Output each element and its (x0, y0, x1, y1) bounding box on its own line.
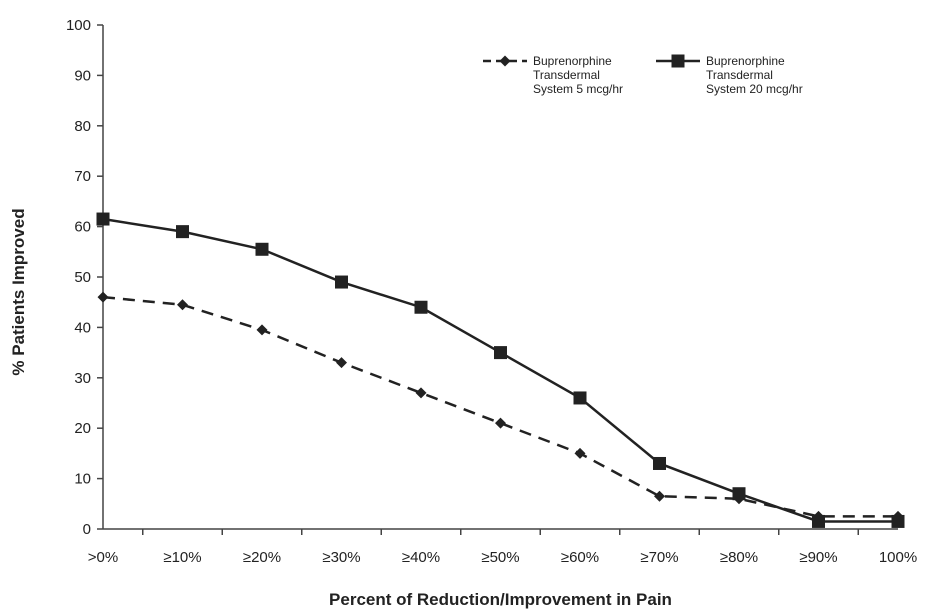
legend-label-line: System 5 mcg/hr (533, 82, 623, 96)
series-2-point (176, 225, 189, 239)
series-2-line (102, 217, 898, 523)
series-2-point (96, 212, 110, 226)
series-2-point (494, 346, 507, 360)
axes (102, 25, 898, 530)
x-axis-ticks: >0% ≥10% ≥20% ≥30% ≥40% ≥50% ≥60% ≥70% ≥80% ≥90% 1… (88, 529, 917, 566)
series-1-line (102, 295, 898, 518)
series-1-point (495, 417, 506, 429)
y-tick-label: 10 (74, 471, 91, 488)
y-axis-ticks: 0 10 20 30 40 50 60 70 80 90 100 (66, 17, 103, 538)
y-tick-label: 40 (74, 319, 91, 336)
series-2-point (255, 242, 269, 256)
series-1-point (97, 291, 109, 303)
x-axis-title: Percent of Reduction/Improvement in Pain (329, 590, 672, 609)
series-1-point (574, 447, 586, 459)
series-2-point (414, 300, 428, 314)
series-2-point (732, 487, 746, 501)
x-tick-label: >0% (88, 549, 118, 566)
series-1-point (654, 490, 665, 502)
x-tick-label: ≥40% (402, 549, 440, 566)
series-1-point (336, 357, 347, 369)
y-tick-label: 0 (83, 521, 91, 538)
series-2-point (573, 391, 587, 405)
series-1-point (177, 299, 188, 311)
series-2-point (812, 514, 825, 528)
x-tick-label: 100% (879, 549, 917, 566)
series-2-point (653, 456, 666, 470)
y-tick-label: 60 (74, 219, 91, 236)
x-tick-label: ≥60% (561, 549, 599, 566)
x-tick-label: ≥80% (720, 549, 758, 566)
legend-label-line: System 20 mcg/hr (706, 82, 803, 96)
series-2-point (335, 275, 348, 289)
y-tick-label: 90 (74, 67, 91, 84)
y-tick-label: 20 (74, 420, 91, 437)
y-axis-title: % Patients Improved (9, 208, 28, 375)
legend-label-line: Buprenorphine (533, 54, 612, 68)
series-2 (96, 212, 905, 528)
series-1-point (256, 324, 268, 336)
legend-label-line: Transdermal (706, 68, 773, 82)
x-tick-label: ≥50% (481, 549, 519, 566)
legend-marker (499, 55, 511, 67)
legend-label-line: Transdermal (533, 68, 600, 82)
legend-marker (671, 54, 685, 68)
x-tick-label: ≥10% (163, 549, 201, 566)
y-tick-label: 30 (74, 370, 91, 387)
y-tick-label: 50 (74, 269, 91, 286)
x-tick-label: ≥20% (243, 549, 281, 566)
x-tick-label: ≥90% (799, 549, 837, 566)
y-tick-label: 100 (66, 17, 91, 34)
series-1-point (415, 387, 427, 399)
series-2-point (891, 514, 905, 528)
series-layer (96, 212, 905, 528)
x-tick-label: ≥70% (640, 549, 678, 566)
y-tick-label: 70 (74, 168, 91, 185)
x-tick-label: ≥30% (322, 549, 360, 566)
legend-label-line: Buprenorphine (706, 54, 785, 68)
series-1 (97, 291, 904, 522)
y-tick-label: 80 (74, 118, 91, 135)
